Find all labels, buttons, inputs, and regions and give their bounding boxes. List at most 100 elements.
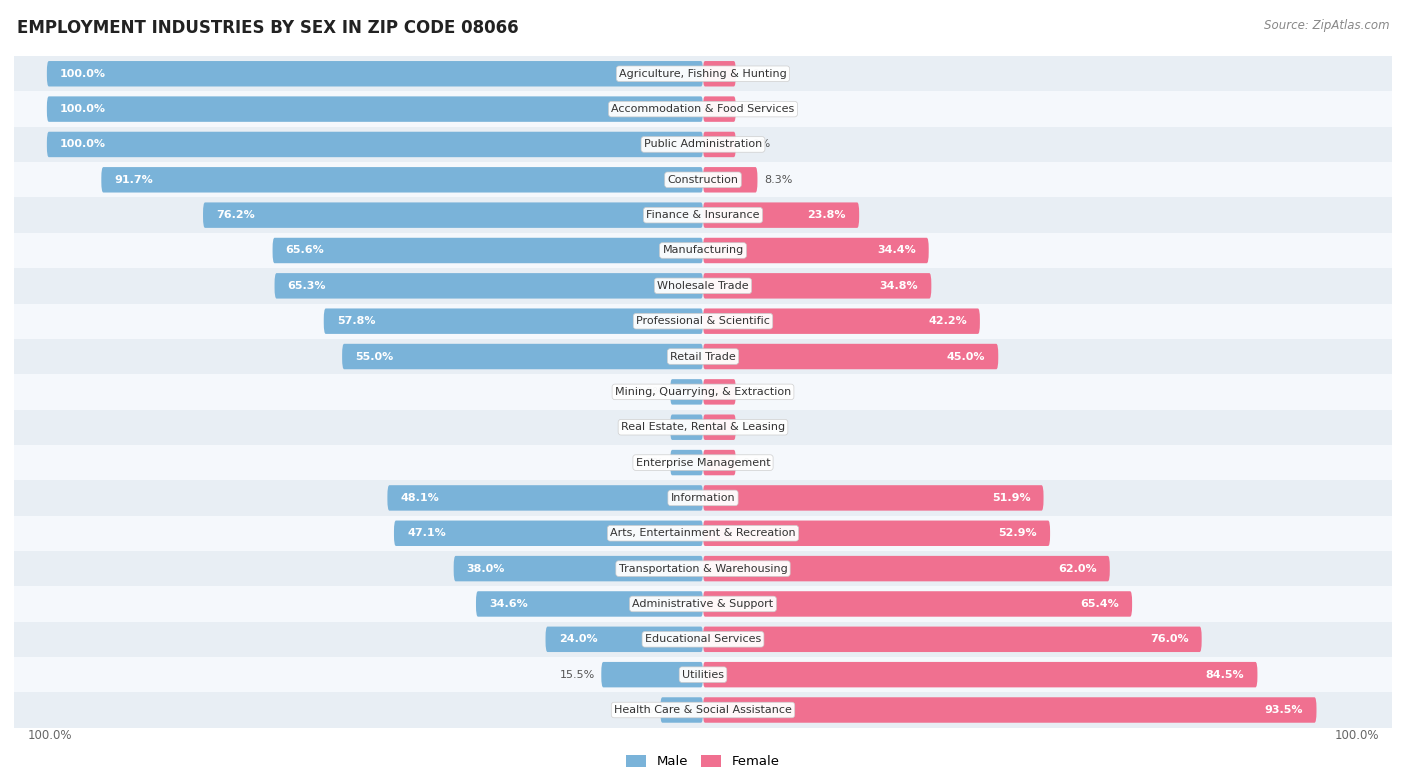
Text: 8.3%: 8.3% <box>763 175 793 185</box>
Text: Public Administration: Public Administration <box>644 140 762 150</box>
Bar <box>14 126 1392 162</box>
FancyBboxPatch shape <box>388 485 703 511</box>
FancyBboxPatch shape <box>671 379 703 404</box>
Text: 0.0%: 0.0% <box>742 69 770 78</box>
FancyBboxPatch shape <box>703 698 1316 722</box>
FancyBboxPatch shape <box>703 96 735 122</box>
Bar <box>14 445 1392 480</box>
Text: 100.0%: 100.0% <box>60 69 105 78</box>
Bar <box>14 587 1392 622</box>
Text: 76.2%: 76.2% <box>217 210 254 220</box>
Text: 34.4%: 34.4% <box>877 245 915 255</box>
FancyBboxPatch shape <box>323 309 703 334</box>
FancyBboxPatch shape <box>661 698 703 722</box>
FancyBboxPatch shape <box>274 273 703 299</box>
Bar <box>14 692 1392 728</box>
FancyBboxPatch shape <box>202 203 703 228</box>
Bar <box>14 56 1392 92</box>
Text: 76.0%: 76.0% <box>1150 634 1188 644</box>
FancyBboxPatch shape <box>703 273 931 299</box>
FancyBboxPatch shape <box>703 61 735 86</box>
FancyBboxPatch shape <box>342 344 703 369</box>
Bar <box>14 515 1392 551</box>
Text: 42.2%: 42.2% <box>928 316 967 326</box>
Bar <box>14 622 1392 657</box>
Text: Administrative & Support: Administrative & Support <box>633 599 773 609</box>
Text: 6.5%: 6.5% <box>626 705 654 715</box>
Bar <box>14 410 1392 445</box>
Text: Enterprise Management: Enterprise Management <box>636 458 770 468</box>
FancyBboxPatch shape <box>477 591 703 617</box>
FancyBboxPatch shape <box>703 203 859 228</box>
FancyBboxPatch shape <box>671 414 703 440</box>
Text: Source: ZipAtlas.com: Source: ZipAtlas.com <box>1264 19 1389 33</box>
Text: 100.0%: 100.0% <box>27 729 72 743</box>
FancyBboxPatch shape <box>46 132 703 158</box>
Text: Accommodation & Food Services: Accommodation & Food Services <box>612 104 794 114</box>
Text: 34.6%: 34.6% <box>489 599 527 609</box>
Text: Construction: Construction <box>668 175 738 185</box>
Text: EMPLOYMENT INDUSTRIES BY SEX IN ZIP CODE 08066: EMPLOYMENT INDUSTRIES BY SEX IN ZIP CODE… <box>17 19 519 37</box>
FancyBboxPatch shape <box>703 309 980 334</box>
FancyBboxPatch shape <box>273 237 703 263</box>
Text: Professional & Scientific: Professional & Scientific <box>636 316 770 326</box>
Text: 93.5%: 93.5% <box>1265 705 1303 715</box>
FancyBboxPatch shape <box>703 167 758 192</box>
FancyBboxPatch shape <box>703 626 1202 652</box>
Text: Health Care & Social Assistance: Health Care & Social Assistance <box>614 705 792 715</box>
Text: Retail Trade: Retail Trade <box>671 352 735 362</box>
Text: Mining, Quarrying, & Extraction: Mining, Quarrying, & Extraction <box>614 387 792 397</box>
Text: 45.0%: 45.0% <box>946 352 986 362</box>
FancyBboxPatch shape <box>101 167 703 192</box>
FancyBboxPatch shape <box>703 379 735 404</box>
Text: 38.0%: 38.0% <box>467 563 505 573</box>
Bar <box>14 268 1392 303</box>
FancyBboxPatch shape <box>671 450 703 475</box>
Text: 91.7%: 91.7% <box>114 175 153 185</box>
Text: 34.8%: 34.8% <box>880 281 918 291</box>
Bar <box>14 480 1392 515</box>
FancyBboxPatch shape <box>703 132 735 158</box>
FancyBboxPatch shape <box>703 485 1043 511</box>
Text: 100.0%: 100.0% <box>60 104 105 114</box>
Text: 100.0%: 100.0% <box>60 140 105 150</box>
FancyBboxPatch shape <box>703 237 929 263</box>
Text: 84.5%: 84.5% <box>1206 670 1244 680</box>
Text: 24.0%: 24.0% <box>558 634 598 644</box>
Text: Agriculture, Fishing & Hunting: Agriculture, Fishing & Hunting <box>619 69 787 78</box>
Text: 65.6%: 65.6% <box>285 245 325 255</box>
FancyBboxPatch shape <box>546 626 703 652</box>
Text: 0.0%: 0.0% <box>636 458 664 468</box>
Bar <box>14 374 1392 410</box>
FancyBboxPatch shape <box>394 521 703 546</box>
Text: 15.5%: 15.5% <box>560 670 595 680</box>
Bar <box>14 657 1392 692</box>
Text: Real Estate, Rental & Leasing: Real Estate, Rental & Leasing <box>621 422 785 432</box>
Bar <box>14 162 1392 197</box>
Text: 51.9%: 51.9% <box>991 493 1031 503</box>
Bar <box>14 233 1392 268</box>
Text: 100.0%: 100.0% <box>1334 729 1379 743</box>
FancyBboxPatch shape <box>703 344 998 369</box>
Bar <box>14 92 1392 126</box>
FancyBboxPatch shape <box>703 521 1050 546</box>
Text: 0.0%: 0.0% <box>742 458 770 468</box>
Text: 0.0%: 0.0% <box>742 387 770 397</box>
Text: Finance & Insurance: Finance & Insurance <box>647 210 759 220</box>
Text: 57.8%: 57.8% <box>337 316 375 326</box>
FancyBboxPatch shape <box>46 96 703 122</box>
FancyBboxPatch shape <box>703 556 1109 581</box>
Text: 0.0%: 0.0% <box>742 422 770 432</box>
Bar <box>14 551 1392 587</box>
Text: 0.0%: 0.0% <box>742 104 770 114</box>
FancyBboxPatch shape <box>703 662 1257 688</box>
Text: 23.8%: 23.8% <box>807 210 846 220</box>
FancyBboxPatch shape <box>703 450 735 475</box>
Text: 47.1%: 47.1% <box>408 528 446 539</box>
Text: 55.0%: 55.0% <box>356 352 394 362</box>
Bar <box>14 339 1392 374</box>
FancyBboxPatch shape <box>703 591 1132 617</box>
Bar <box>14 303 1392 339</box>
Text: Educational Services: Educational Services <box>645 634 761 644</box>
Text: 0.0%: 0.0% <box>636 422 664 432</box>
